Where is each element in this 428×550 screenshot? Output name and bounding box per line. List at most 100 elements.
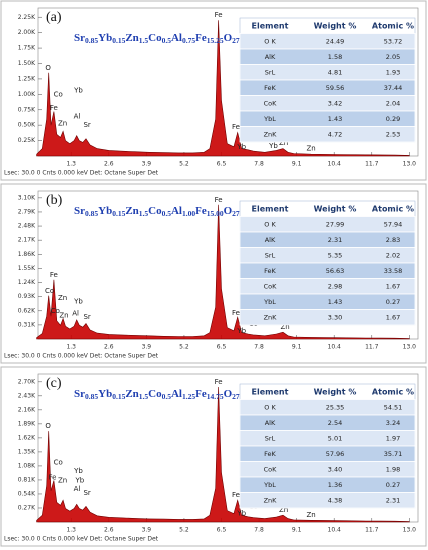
table-cell: 1.43 (328, 298, 342, 306)
y-tick-label: 1.08K (18, 462, 36, 469)
x-tick-label: 5.2 (179, 344, 189, 351)
y-tick-label: 1.55K (18, 265, 36, 272)
table-cell: ZnK (264, 313, 278, 321)
formula-part: 1.00 (182, 209, 195, 218)
formula: Sr0.85Yb0.15Zn1.5Co0.5Al1.25Fe14.75O27 (74, 388, 240, 401)
table-cell: AlK (265, 236, 276, 244)
formula-part: 0.15 (112, 36, 125, 45)
footer: Lsec: 30.0 0 Cnts 0.000 keV Det: Octane … (4, 170, 159, 177)
formula-part: 1.25 (182, 392, 195, 401)
formula-part: Zn (125, 388, 138, 400)
table-cell: 2.54 (328, 419, 342, 427)
x-tick-label: 9.1 (292, 161, 302, 168)
panel-label: (b) (46, 193, 63, 208)
panel-frame (0, 183, 427, 364)
peak-label: Fe (215, 196, 223, 204)
y-tick-label: 1.86K (18, 251, 36, 258)
formula-part: Fe (195, 205, 207, 217)
table-cell: 37.44 (384, 84, 403, 92)
y-tick-label: 2.00K (18, 29, 36, 36)
table-header: Atomic % (372, 21, 414, 30)
table-cell: 2.53 (386, 130, 400, 138)
peak-label: Co (54, 90, 63, 98)
table-cell: 2.31 (386, 496, 400, 504)
x-tick-label: 1.3 (66, 527, 76, 534)
formula-part: Al (171, 32, 182, 44)
y-tick-label: 2.17K (18, 237, 36, 244)
panel-label: (a) (46, 10, 62, 25)
table-cell: AlK (265, 419, 276, 427)
formula-part: 27 (232, 36, 240, 45)
x-tick-label: 7.8 (254, 527, 264, 534)
x-tick-label: 10.4 (328, 527, 342, 534)
table-header: Element (252, 21, 289, 30)
peak-label: O (45, 422, 51, 430)
peak-label: Al (74, 113, 81, 121)
formula-part: 0.15 (112, 209, 125, 218)
formula-part: 27 (232, 392, 240, 401)
peak-label: Yb (75, 476, 85, 484)
table-header: Atomic % (372, 204, 414, 213)
spectrum (36, 20, 410, 157)
table-cell: O K (264, 403, 276, 411)
table-cell: 27.99 (326, 220, 345, 228)
table-cell: 0.29 (386, 115, 400, 123)
table-cell: 57.96 (326, 450, 345, 458)
table-cell: AlK (265, 53, 276, 61)
table-cell: FeK (264, 84, 276, 92)
peak-label: Yb (236, 510, 246, 518)
peak-label: Yb (73, 298, 83, 306)
table-cell: 3.42 (328, 99, 342, 107)
x-tick-label: 1.3 (66, 344, 76, 351)
formula-part: Fe (195, 388, 207, 400)
x-tick-label: 13.0 (403, 161, 417, 168)
y-tick-label: 2.70K (18, 378, 36, 385)
peak-label: Zn (280, 323, 289, 331)
y-tick-label: 3.10K (18, 194, 36, 201)
formula-part: 0.85 (85, 36, 98, 45)
formula-part: Yb (98, 388, 112, 400)
peak-label: Co (51, 307, 60, 315)
formula: Sr0.85Yb0.15Zn1.5Co0.5Al0.75Fe15.25O27 (74, 32, 240, 45)
formula: Sr0.85Yb0.15Zn1.5Co0.5Al1.00Fe15.00O27 (74, 205, 240, 218)
x-tick-label: 7.8 (254, 344, 264, 351)
formula-part: Yb (98, 205, 112, 217)
table-cell: 0.27 (386, 298, 400, 306)
table-cell: 2.83 (386, 236, 400, 244)
formula-part: Co (148, 205, 162, 217)
x-tick-label: 6.5 (217, 161, 227, 168)
peak-label: Yb (236, 143, 246, 151)
peak-label: Fe (232, 491, 240, 499)
peak-label: Zn (58, 476, 67, 484)
table-cell: 33.58 (384, 267, 403, 275)
table-cell: 53.72 (384, 37, 403, 45)
spectrum (36, 204, 410, 340)
y-tick-label: 1.00K (18, 91, 36, 98)
table-cell: O K (264, 37, 276, 45)
table-cell: 59.56 (326, 84, 345, 92)
footer: Lsec: 30.0 0 Cnts 0.000 keV Det: Octane … (4, 353, 159, 360)
formula-part: Zn (125, 205, 138, 217)
formula-part: 27 (232, 209, 240, 218)
peak-label: Fe (50, 271, 58, 279)
table-cell: 1.36 (328, 481, 342, 489)
peak-label: Sr (83, 489, 90, 497)
table-cell: SrL (265, 434, 276, 442)
x-tick-label: 9.1 (292, 527, 302, 534)
table-cell: 3.30 (328, 313, 342, 321)
x-tick-label: 6.5 (217, 344, 227, 351)
y-tick-label: 2.48K (18, 223, 36, 230)
formula-part: 0.75 (182, 36, 195, 45)
formula-part: Sr (74, 388, 85, 400)
formula-part: Yb (98, 32, 112, 44)
peak-label: Sr (83, 121, 90, 129)
formula-part: O (224, 205, 233, 217)
y-tick-label: 1.50K (18, 60, 36, 67)
peak-label: Zn (279, 139, 288, 147)
table-header: Weight % (314, 204, 357, 213)
table-cell: 2.98 (328, 282, 342, 290)
table-cell: 2.02 (386, 251, 400, 259)
peak-label: Co (45, 287, 54, 295)
peak-label: Yb (236, 327, 246, 335)
x-tick-label: 3.9 (142, 344, 152, 351)
